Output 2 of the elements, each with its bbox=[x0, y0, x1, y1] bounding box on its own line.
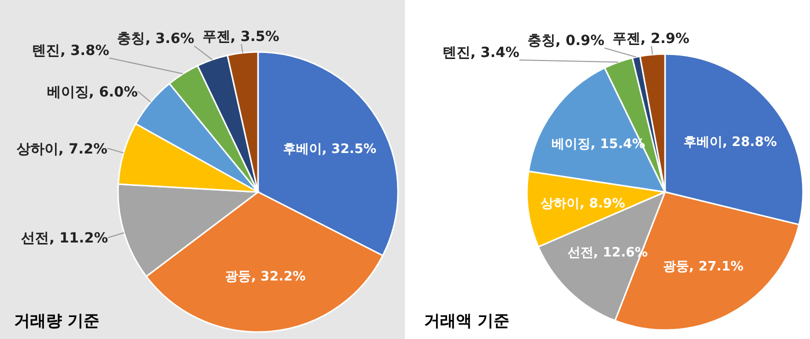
text: 거래액 기준 bbox=[424, 311, 510, 330]
text: 거래량 기준 bbox=[14, 311, 100, 330]
